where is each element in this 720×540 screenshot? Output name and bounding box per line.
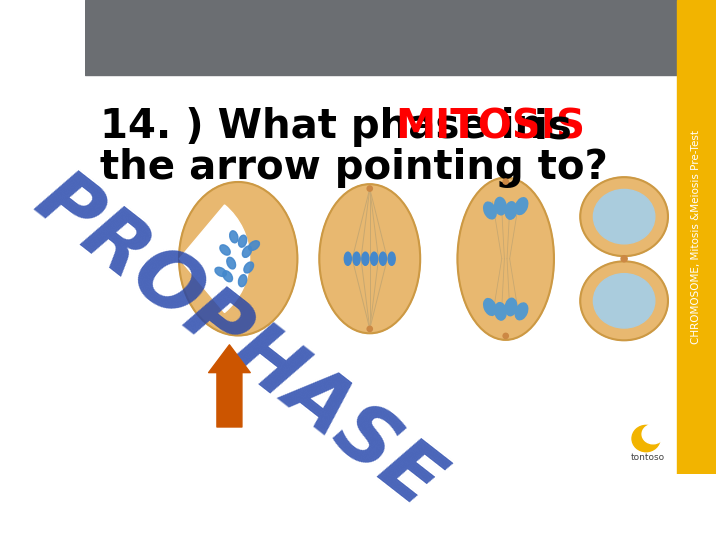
Text: 14. ) What phase in: 14. ) What phase in — [101, 107, 557, 147]
Ellipse shape — [642, 424, 664, 444]
Ellipse shape — [248, 241, 259, 251]
Ellipse shape — [344, 252, 351, 265]
Ellipse shape — [227, 257, 235, 269]
Ellipse shape — [238, 275, 247, 287]
Ellipse shape — [503, 333, 508, 339]
Ellipse shape — [503, 179, 508, 184]
Ellipse shape — [457, 178, 554, 340]
Bar — [85, 75, 677, 474]
Ellipse shape — [367, 186, 372, 191]
Ellipse shape — [379, 252, 387, 265]
Ellipse shape — [215, 267, 226, 276]
Text: tontoso: tontoso — [631, 454, 665, 462]
Ellipse shape — [244, 262, 253, 273]
Ellipse shape — [632, 426, 660, 451]
Bar — [85, 0, 677, 75]
Text: is: is — [520, 107, 572, 147]
Ellipse shape — [362, 252, 369, 265]
Ellipse shape — [353, 252, 360, 265]
FancyArrowPatch shape — [209, 345, 251, 427]
Ellipse shape — [320, 184, 420, 333]
Ellipse shape — [179, 182, 297, 335]
Ellipse shape — [505, 202, 517, 219]
Ellipse shape — [230, 231, 238, 243]
Ellipse shape — [371, 252, 378, 265]
Ellipse shape — [516, 303, 528, 320]
Ellipse shape — [495, 198, 506, 215]
Bar — [677, 0, 716, 474]
Ellipse shape — [516, 198, 528, 214]
Ellipse shape — [238, 235, 247, 247]
Ellipse shape — [220, 245, 230, 255]
Ellipse shape — [243, 246, 251, 258]
Text: PROPHASE: PROPHASE — [21, 160, 456, 524]
Ellipse shape — [388, 252, 395, 265]
Ellipse shape — [505, 298, 517, 316]
Text: CHROMOSOME, Mitosis &Meiosis Pre-Test: CHROMOSOME, Mitosis &Meiosis Pre-Test — [691, 130, 701, 344]
Ellipse shape — [484, 299, 496, 315]
Text: MITOSIS: MITOSIS — [395, 107, 585, 147]
Ellipse shape — [223, 271, 233, 282]
Text: the arrow pointing to?: the arrow pointing to? — [101, 148, 608, 188]
Ellipse shape — [367, 326, 372, 332]
Ellipse shape — [580, 261, 668, 340]
Ellipse shape — [593, 274, 654, 328]
Ellipse shape — [621, 255, 627, 262]
Ellipse shape — [580, 177, 668, 256]
Ellipse shape — [593, 190, 654, 244]
Ellipse shape — [495, 302, 506, 320]
Wedge shape — [179, 205, 250, 313]
Ellipse shape — [484, 202, 496, 219]
